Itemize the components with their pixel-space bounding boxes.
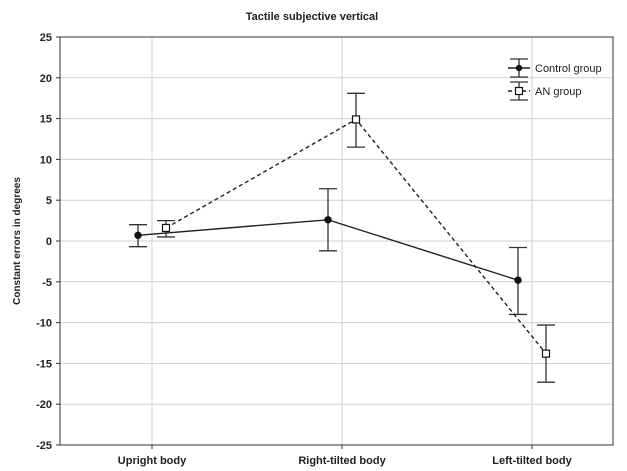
y-tick-label: 15 <box>40 114 52 126</box>
x-tick-label: Left-tilted body <box>492 455 572 467</box>
x-tick-label: Upright body <box>118 455 187 467</box>
y-ticks: 25 20 15 10 5 0 -5 -10 -15 -20 -25 <box>36 32 60 452</box>
series-an-group <box>157 92 555 383</box>
y-tick-label: -10 <box>36 318 52 330</box>
data-point <box>351 115 361 124</box>
legend-item-control-group: Control group <box>508 58 602 78</box>
series-line <box>165 118 547 355</box>
data-point <box>134 231 142 239</box>
legend-label: AN group <box>535 86 581 98</box>
y-axis-label: Constant errors in degrees <box>12 177 23 305</box>
y-tick-label: 10 <box>40 154 52 166</box>
series-layer <box>129 92 555 383</box>
y-tick-label: 5 <box>46 195 52 207</box>
chart-title: Tactile subjective vertical <box>246 11 378 23</box>
data-point <box>161 223 171 233</box>
data-point <box>514 276 522 284</box>
legend-item-an-group: AN group <box>508 81 581 101</box>
legend-label: Control group <box>535 63 602 75</box>
series-control-group <box>129 188 527 316</box>
grid <box>60 36 613 446</box>
y-tick-label: -5 <box>42 277 52 289</box>
y-tick-label: -25 <box>36 440 52 452</box>
x-ticks: Upright body Right-tilted body Left-tilted… <box>118 445 573 467</box>
data-point <box>541 349 551 358</box>
y-tick-label: -20 <box>36 399 52 411</box>
y-tick-label: -15 <box>36 358 52 370</box>
legend-marker <box>515 64 523 72</box>
legend: Control group AN group <box>508 58 602 101</box>
y-tick-label: 25 <box>40 32 52 44</box>
legend-marker <box>514 86 524 96</box>
y-tick-label: 0 <box>46 236 52 248</box>
data-point <box>324 216 332 224</box>
y-tick-label: 20 <box>40 73 52 85</box>
x-tick-label: Right-tilted body <box>298 455 386 467</box>
